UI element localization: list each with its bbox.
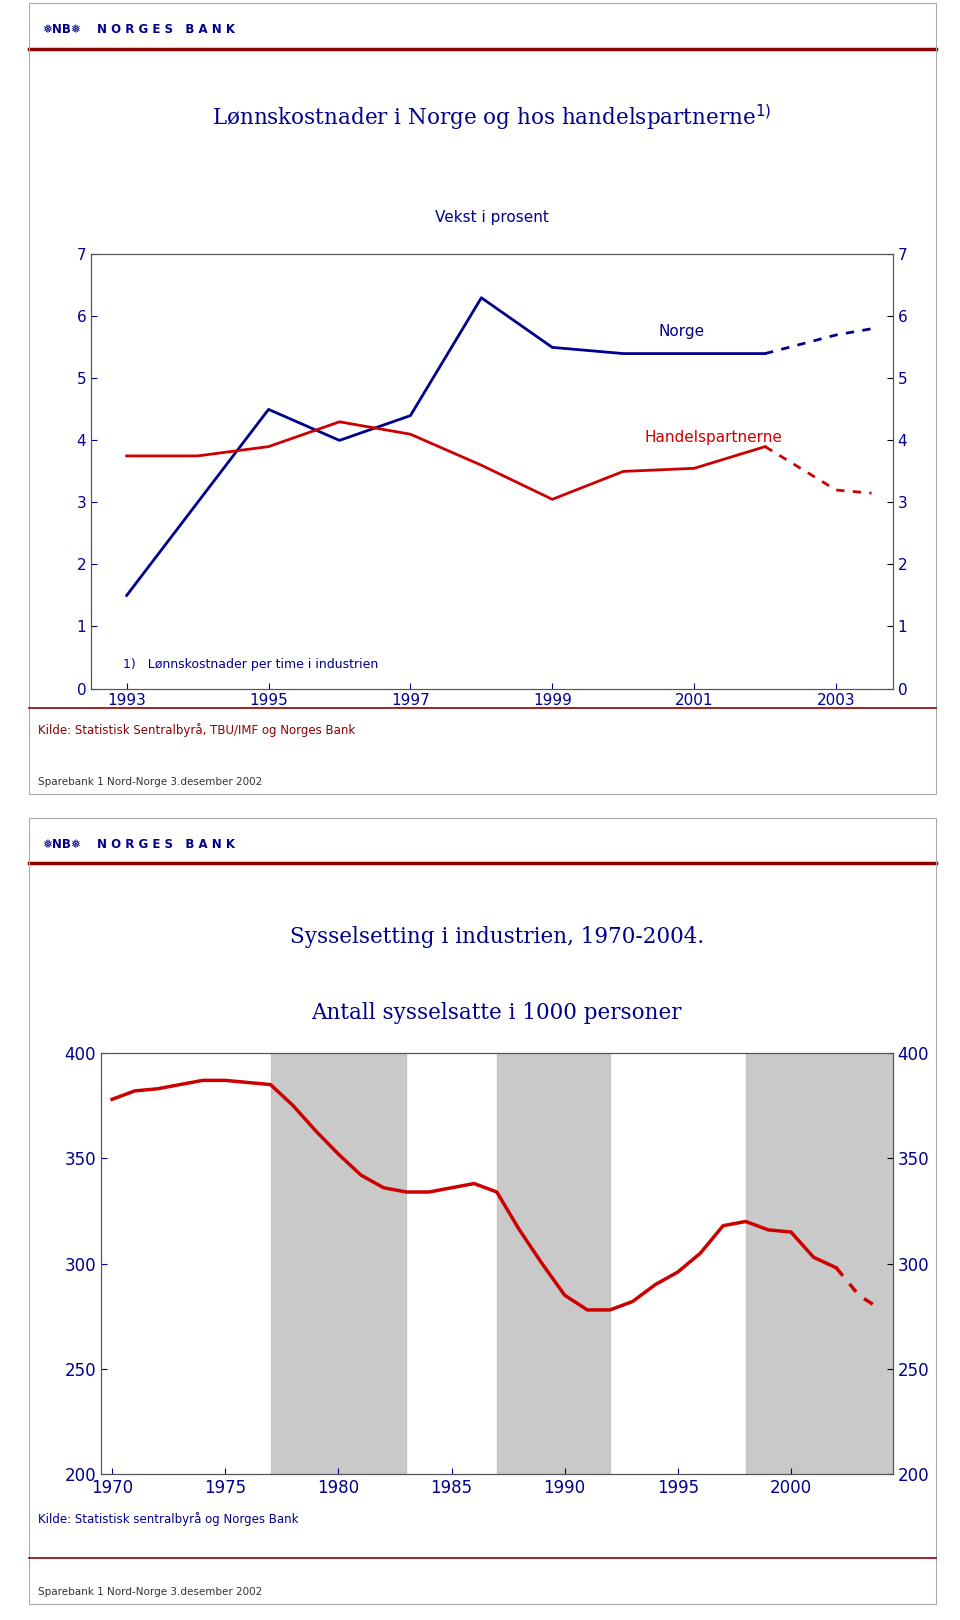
- Text: 1)   Lønnskostnader per time i industrien: 1) Lønnskostnader per time i industrien: [123, 658, 378, 671]
- Text: Sparebank 1 Nord-Norge 3.desember 2002: Sparebank 1 Nord-Norge 3.desember 2002: [38, 778, 263, 787]
- Text: Kilde: Statistisk sentralbyrå og Norges Bank: Kilde: Statistisk sentralbyrå og Norges …: [38, 1511, 299, 1526]
- Text: ❅NB❅: ❅NB❅: [42, 838, 82, 851]
- Bar: [746, 1053, 893, 1474]
- Text: Kilde: Statistisk Sentralbyrå, TBU/IMF og Norges Bank: Kilde: Statistisk Sentralbyrå, TBU/IMF o…: [38, 723, 355, 737]
- Text: Vekst i prosent: Vekst i prosent: [435, 211, 549, 225]
- Text: Lønnskostnader i Norge og hos handelspartnerne$^{1)}$: Lønnskostnader i Norge og hos handelspar…: [212, 102, 772, 133]
- Text: Antall sysselsatte i 1000 personer: Antall sysselsatte i 1000 personer: [312, 1001, 682, 1024]
- Text: Sparebank 1 Nord-Norge 3.desember 2002: Sparebank 1 Nord-Norge 3.desember 2002: [38, 1588, 263, 1597]
- Text: Sysselsetting i industrien, 1970-2004.: Sysselsetting i industrien, 1970-2004.: [290, 925, 704, 948]
- Text: ❅NB❅: ❅NB❅: [42, 23, 82, 36]
- Text: Handelspartnerne: Handelspartnerne: [644, 429, 782, 446]
- Text: N O R G E S   B A N K: N O R G E S B A N K: [97, 838, 235, 851]
- Text: N O R G E S   B A N K: N O R G E S B A N K: [97, 23, 235, 36]
- Bar: [271, 1053, 406, 1474]
- Bar: [496, 1053, 610, 1474]
- Text: Norge: Norge: [659, 324, 705, 339]
